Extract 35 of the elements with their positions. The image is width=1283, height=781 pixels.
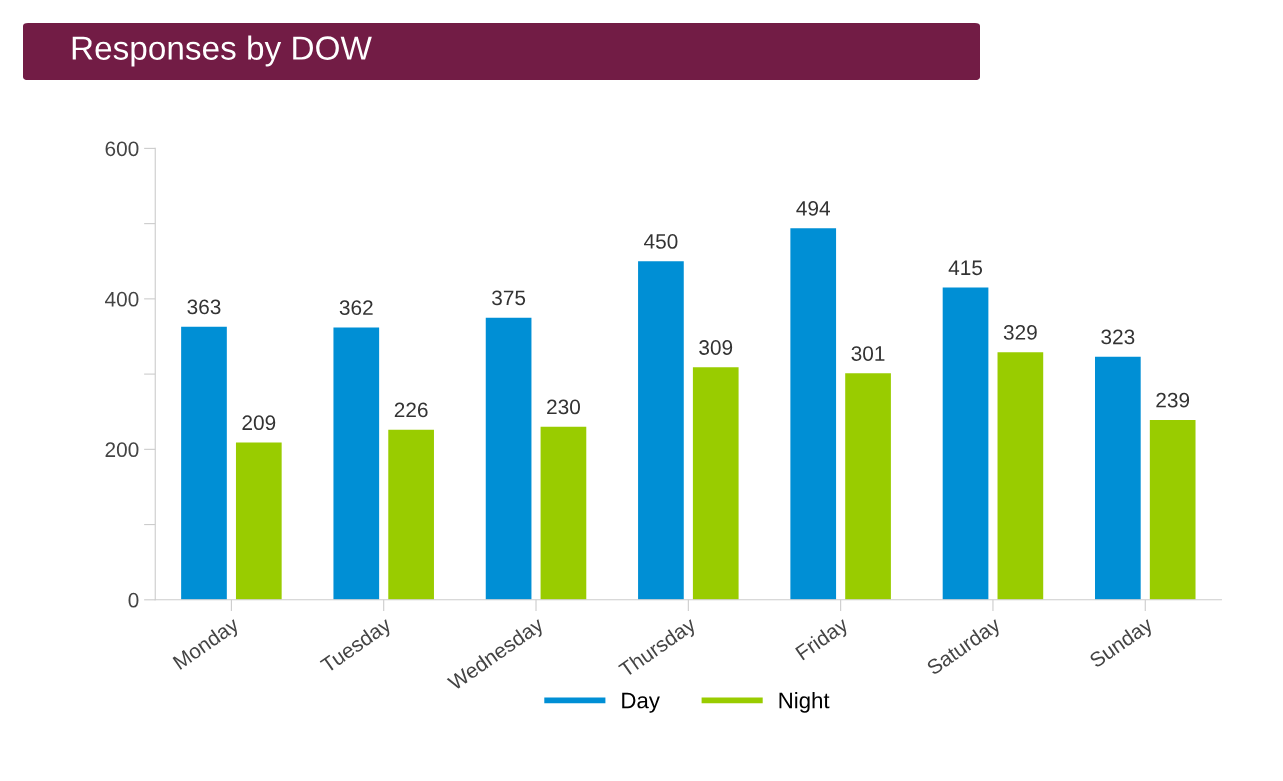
- bar: [638, 261, 684, 600]
- y-tick-label: 400: [104, 291, 139, 307]
- bar: [235, 442, 282, 600]
- bar: [388, 429, 434, 600]
- chart-title: Responses by DOW: [72, 35, 372, 67]
- bar: [942, 287, 989, 600]
- bar: [333, 327, 380, 600]
- data-label: 329: [1003, 325, 1037, 340]
- data-label: 309: [699, 340, 733, 355]
- y-tick-label: 0: [128, 592, 139, 608]
- bar: [181, 326, 227, 600]
- data-label: 226: [394, 402, 428, 418]
- data-label: 450: [644, 234, 678, 249]
- data-label: 323: [1101, 329, 1135, 345]
- data-label: 362: [339, 300, 373, 315]
- y-tick-label: 600: [105, 141, 139, 157]
- data-label: 239: [1156, 392, 1190, 408]
- bar: [540, 426, 587, 600]
- bar: [845, 373, 891, 600]
- bar: [1095, 356, 1141, 600]
- data-label: 363: [187, 299, 221, 315]
- data-label: 494: [796, 200, 830, 216]
- data-label: 415: [948, 260, 983, 276]
- bar: [692, 367, 739, 600]
- y-tick-label: 200: [105, 442, 139, 458]
- data-label: 301: [851, 346, 885, 361]
- legend-label: Day: [622, 692, 660, 713]
- bar: [790, 228, 837, 600]
- legend-label: Night: [779, 692, 830, 713]
- bar: [485, 317, 532, 600]
- bar: [997, 352, 1044, 600]
- data-label: 209: [242, 415, 276, 431]
- data-label: 230: [547, 399, 580, 415]
- bar: [1149, 419, 1196, 600]
- data-label: 375: [492, 290, 526, 306]
